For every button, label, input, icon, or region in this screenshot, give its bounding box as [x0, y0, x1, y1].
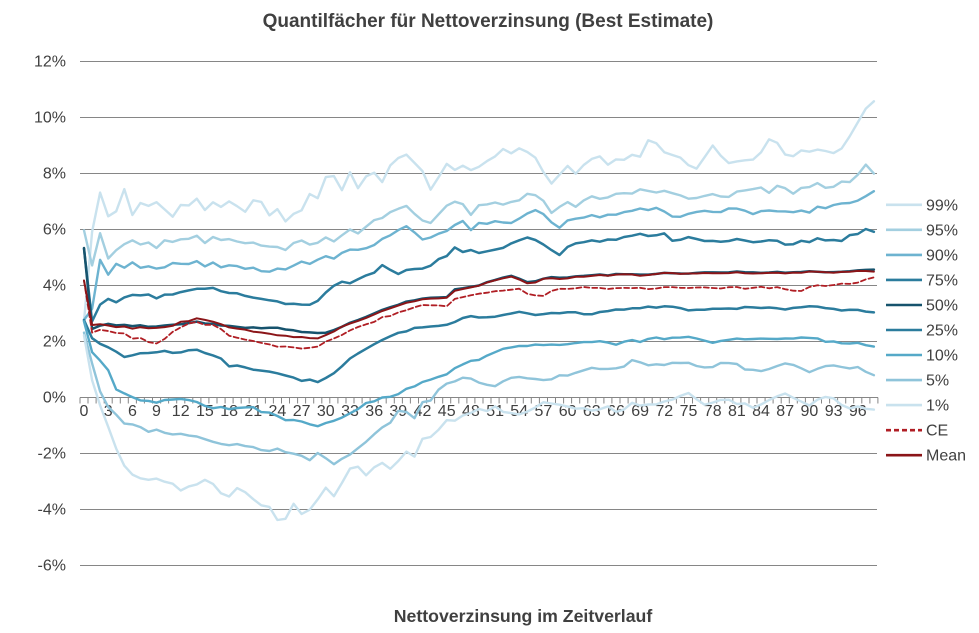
svg-text:Quantilfächer für Nettoverzins: Quantilfächer für Nettoverzinsung (Best … — [263, 11, 714, 32]
svg-text:36: 36 — [365, 403, 383, 420]
svg-text:87: 87 — [776, 403, 794, 420]
svg-text:0: 0 — [80, 403, 89, 420]
svg-text:75%: 75% — [926, 272, 958, 289]
svg-text:81: 81 — [728, 403, 746, 420]
svg-text:90%: 90% — [926, 247, 958, 264]
svg-text:9: 9 — [152, 403, 161, 420]
svg-text:30: 30 — [317, 403, 335, 420]
svg-text:3: 3 — [104, 403, 113, 420]
svg-text:27: 27 — [293, 403, 311, 420]
svg-text:-6%: -6% — [38, 558, 66, 575]
svg-text:50%: 50% — [926, 298, 958, 315]
svg-text:2%: 2% — [43, 334, 66, 351]
svg-text:18: 18 — [220, 403, 238, 420]
svg-text:6%: 6% — [43, 222, 66, 239]
svg-text:57: 57 — [535, 403, 553, 420]
svg-text:CE: CE — [926, 423, 948, 440]
svg-text:1%: 1% — [926, 398, 949, 415]
svg-text:69: 69 — [631, 403, 649, 420]
svg-text:6: 6 — [128, 403, 137, 420]
svg-text:-4%: -4% — [38, 502, 66, 519]
svg-text:10%: 10% — [926, 348, 958, 365]
svg-text:93: 93 — [825, 403, 843, 420]
svg-text:45: 45 — [438, 403, 456, 420]
svg-text:8%: 8% — [43, 166, 66, 183]
svg-text:5%: 5% — [926, 373, 949, 390]
svg-text:25%: 25% — [926, 323, 958, 340]
svg-text:54: 54 — [510, 403, 528, 420]
svg-text:0%: 0% — [43, 390, 66, 407]
svg-text:90: 90 — [801, 403, 819, 420]
svg-text:Nettoverzinsung im Zeitverlauf: Nettoverzinsung im Zeitverlauf — [394, 606, 653, 626]
svg-text:48: 48 — [462, 403, 480, 420]
svg-text:75: 75 — [680, 403, 698, 420]
svg-text:Mean: Mean — [926, 448, 966, 465]
svg-text:95%: 95% — [926, 222, 958, 239]
svg-text:10%: 10% — [34, 110, 66, 127]
svg-text:72: 72 — [655, 403, 673, 420]
svg-text:78: 78 — [704, 403, 722, 420]
svg-text:12: 12 — [172, 403, 190, 420]
svg-text:51: 51 — [486, 403, 504, 420]
svg-text:99%: 99% — [926, 197, 958, 214]
svg-text:4%: 4% — [43, 278, 66, 295]
svg-text:42: 42 — [414, 403, 432, 420]
svg-text:-2%: -2% — [38, 446, 66, 463]
svg-text:12%: 12% — [34, 54, 66, 71]
svg-text:24: 24 — [269, 403, 287, 420]
